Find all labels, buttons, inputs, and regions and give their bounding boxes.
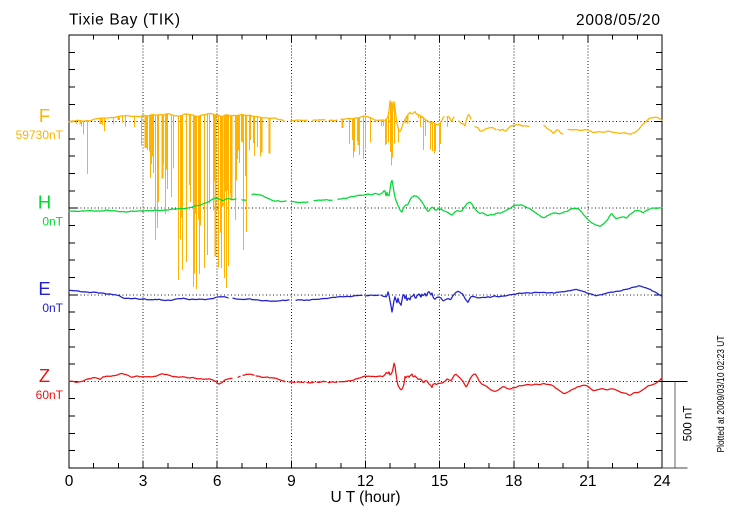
svg-text:12: 12 [357,473,374,490]
svg-text:60nT: 60nT [36,388,64,402]
svg-text:21: 21 [579,473,596,490]
svg-text:E: E [38,278,50,299]
svg-text:9: 9 [287,473,296,490]
svg-text:Plotted at 2009/03/10 02:23 UT: Plotted at 2009/03/10 02:23 UT [715,335,727,452]
svg-text:24: 24 [653,473,671,490]
svg-text:Z: Z [39,365,50,386]
svg-text:F: F [39,105,50,126]
svg-text:0: 0 [65,473,74,490]
svg-text:15: 15 [431,473,448,490]
svg-text:3: 3 [139,473,148,490]
svg-text:59730nT: 59730nT [16,128,64,142]
svg-text:0nT: 0nT [42,215,63,229]
svg-text:H: H [38,192,51,213]
svg-text:2008/05/20: 2008/05/20 [576,12,660,29]
svg-text:U T (hour): U T (hour) [330,489,400,506]
svg-text:6: 6 [213,473,222,490]
svg-text:500 nT: 500 nT [683,406,695,442]
svg-text:0nT: 0nT [42,301,63,315]
svg-text:Tixie Bay (TIK): Tixie Bay (TIK) [69,12,180,29]
svg-text:18: 18 [505,473,522,490]
